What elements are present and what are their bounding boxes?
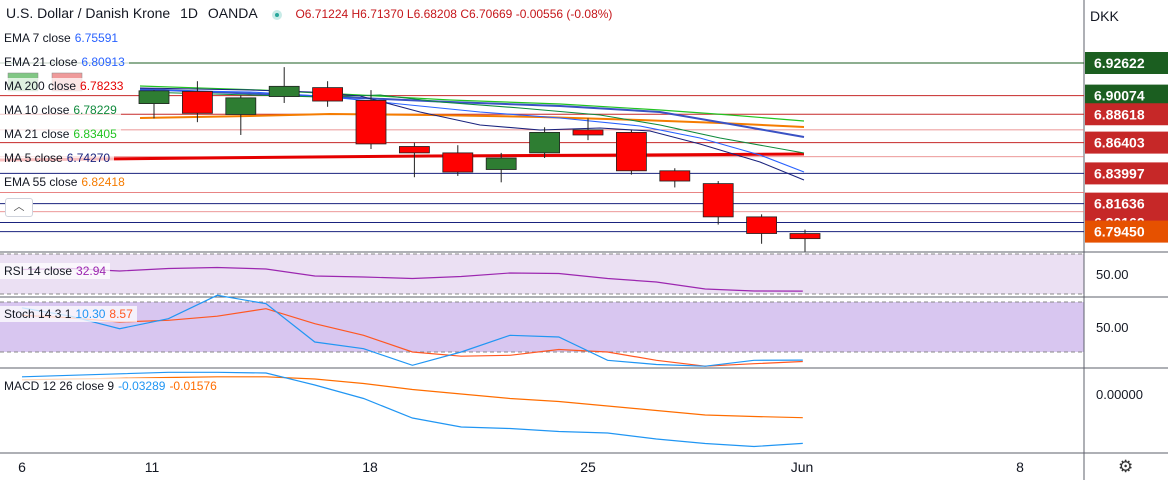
chart-header: U.S. Dollar / Danish Krone 1D OANDA O6.7… <box>6 5 612 21</box>
indicator-label: MA 10 close <box>4 103 70 117</box>
indicator-label: EMA 55 close <box>4 175 78 189</box>
stoch-band <box>0 302 1084 352</box>
currency-text: DKK <box>1090 8 1119 24</box>
stoch-k-line <box>21 294 803 367</box>
price-axis-label: 6.79450 <box>1094 224 1145 240</box>
indicator-legend-ma5[interactable]: MA 5 close 6.74270 <box>0 150 115 166</box>
ohlc-values: O6.71224 H6.71370 L6.68208 C6.70669 -0.0… <box>295 7 612 21</box>
candle-body[interactable] <box>529 132 560 154</box>
candle-body[interactable] <box>702 183 734 218</box>
stoch-d-line <box>21 308 803 367</box>
indicator-legend-ema21[interactable]: EMA 21 close 6.80913 <box>0 54 129 70</box>
indicator-label: MA 21 close <box>4 127 70 141</box>
indicator-value: 32.94 <box>76 264 107 278</box>
candle-body[interactable] <box>138 90 170 105</box>
candle-body[interactable] <box>355 100 387 145</box>
indicator-label: RSI 14 close <box>4 264 73 278</box>
currency-label[interactable]: DKK <box>1086 8 1150 24</box>
indicator-label: EMA 21 close <box>4 55 78 69</box>
price-axis-tag <box>1085 220 1168 243</box>
indicator-legend-ma21[interactable]: MA 21 close 6.83405 <box>0 126 121 142</box>
indicator-value: 6.78233 <box>80 79 124 93</box>
candle-body[interactable] <box>659 170 691 182</box>
low-value: L6.68208 <box>406 7 457 21</box>
candle-body[interactable] <box>572 129 604 136</box>
rsi-line <box>21 266 803 292</box>
rsi-band <box>0 254 1084 294</box>
indicator-label: MACD 12 26 close 9 <box>4 379 115 393</box>
indicator-label: EMA 7 close <box>4 31 71 45</box>
indicator-value: 10.30 <box>75 307 106 321</box>
indicator-value: 6.82418 <box>81 175 125 189</box>
open-value: O6.71224 <box>295 7 349 21</box>
indicator-value: -0.01576 <box>169 379 217 393</box>
indicator-value: -0.03289 <box>118 379 166 393</box>
market-status-icon <box>271 10 282 20</box>
candle-body[interactable] <box>268 85 300 97</box>
candle-body[interactable] <box>746 216 777 234</box>
price-axis-tag <box>1085 192 1168 215</box>
price-axis-label: 6.88618 <box>1094 106 1145 122</box>
price-axis-label: 6.83997 <box>1094 165 1145 181</box>
indicator-value: 6.78229 <box>73 103 117 117</box>
high-value: H6.71370 <box>351 7 404 21</box>
time-axis-label: 6 <box>18 459 26 475</box>
change-value: -0.00556 (-0.08%) <box>515 7 613 21</box>
price-axis-label: 6.81636 <box>1094 196 1145 212</box>
indicator-label: MA 200 close <box>4 79 77 93</box>
rsi-legend[interactable]: RSI 14 close 32.94 <box>0 263 111 279</box>
collapse-legend-button[interactable]: ︿ <box>5 198 33 217</box>
close-value: C6.70669 <box>460 7 513 21</box>
candle-body[interactable] <box>616 132 647 172</box>
candle-body[interactable] <box>789 233 821 240</box>
indicator-legend-ma10[interactable]: MA 10 close 6.78229 <box>0 102 121 118</box>
ma5-line <box>139 87 805 181</box>
indicator-value: 6.75591 <box>74 31 119 45</box>
macd-axis-label: 0.00000 <box>1096 387 1143 402</box>
exchange-label: OANDA <box>207 5 258 21</box>
candle-body[interactable] <box>398 146 430 154</box>
rsi-axis-label: 50.00 <box>1096 267 1129 282</box>
price-axis-tag <box>1085 84 1168 107</box>
symbol-title[interactable]: U.S. Dollar / Danish Krone <box>6 5 171 21</box>
indicator-legend-ma200[interactable]: MA 200 close 6.78233 <box>0 78 128 94</box>
ema55-line <box>139 112 805 128</box>
price-axis-tag <box>1085 103 1168 126</box>
macd-legend[interactable]: MACD 12 26 close 9 -0.03289 -0.01576 <box>0 378 221 394</box>
ma200-line <box>0 152 805 162</box>
indicator-legend-ema55[interactable]: EMA 55 close 6.82418 <box>0 174 129 190</box>
candle-body[interactable] <box>442 152 474 173</box>
price-axis-tag <box>1085 52 1168 74</box>
candle-body[interactable] <box>485 157 517 170</box>
time-axis-label: 11 <box>145 459 160 475</box>
indicator-label: MA 5 close <box>4 151 63 165</box>
macd-line <box>21 371 803 448</box>
time-axis-label: 25 <box>580 459 596 475</box>
macd-signal-line <box>21 376 803 419</box>
candle-body[interactable] <box>225 97 257 115</box>
indicator-value: 6.83405 <box>73 127 117 141</box>
indicator-value: 6.80913 <box>81 55 125 69</box>
indicator-value: 8.57 <box>109 307 133 321</box>
time-axis-label: 8 <box>1016 459 1024 475</box>
price-axis-label: 6.90074 <box>1094 88 1145 104</box>
stoch-axis-label: 50.00 <box>1096 320 1129 335</box>
price-axis-label: 6.86403 <box>1094 135 1145 151</box>
price-axis-label: 6.92622 <box>1094 55 1145 71</box>
price-axis-tag <box>1085 162 1168 185</box>
settings-gear-icon[interactable]: ⚙ <box>1118 457 1134 476</box>
indicator-label: Stoch 14 3 1 <box>4 307 72 321</box>
stoch-legend[interactable]: Stoch 14 3 1 10.30 8.57 <box>0 306 137 322</box>
time-axis-label: 18 <box>362 459 378 475</box>
indicator-legend-ema7[interactable]: EMA 7 close 6.75591 <box>0 30 123 46</box>
indicator-value: 6.74270 <box>66 151 111 165</box>
candle-body[interactable] <box>312 87 344 102</box>
price-axis-tag <box>1085 131 1168 154</box>
interval-label[interactable]: 1D <box>180 5 198 21</box>
chevron-up-icon: ︿ <box>13 201 25 213</box>
candle-body[interactable] <box>181 91 213 114</box>
time-axis-label: Jun <box>791 459 814 475</box>
